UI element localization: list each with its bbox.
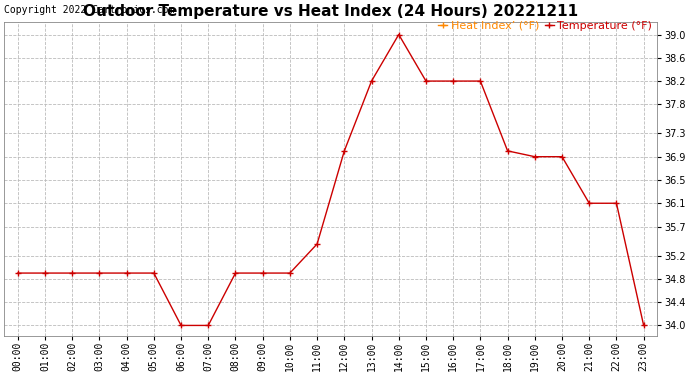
Text: Copyright 2022 Cartronics.com: Copyright 2022 Cartronics.com bbox=[4, 6, 175, 15]
Title: Outdoor Temperature vs Heat Index (24 Hours) 20221211: Outdoor Temperature vs Heat Index (24 Ho… bbox=[83, 4, 578, 19]
Legend: Heat Index’ (°F), Temperature (°F): Heat Index’ (°F), Temperature (°F) bbox=[438, 21, 652, 31]
